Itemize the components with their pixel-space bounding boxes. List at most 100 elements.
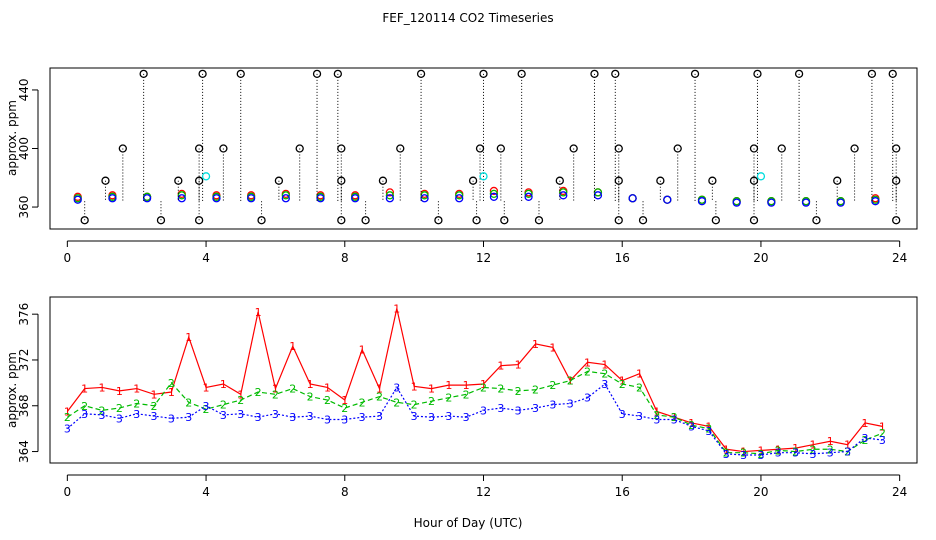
data-point-flagged-400 xyxy=(892,144,901,153)
data-point-blue xyxy=(420,194,429,203)
bottom-y-tick-label: 364 xyxy=(17,440,31,463)
data-point-flagged-low xyxy=(500,216,509,225)
data-point-flagged-high xyxy=(794,69,804,79)
series-marker-3: 3 xyxy=(99,409,106,422)
data-point-blue xyxy=(108,194,117,203)
data-point-blue xyxy=(73,195,82,204)
data-point-flagged-high xyxy=(139,69,148,79)
data-point-flagged-high xyxy=(753,69,762,79)
data-point-flagged-high xyxy=(517,69,526,79)
data-point-flagged-high xyxy=(611,69,620,79)
series-marker-1: 1 xyxy=(168,386,175,399)
series-marker-3: 3 xyxy=(393,381,400,394)
data-point-flagged-high xyxy=(416,69,426,79)
series-marker-1: 1 xyxy=(64,405,71,418)
series-marker-2: 2 xyxy=(619,378,626,391)
data-point-flagged-400 xyxy=(219,144,228,153)
series-marker-2: 2 xyxy=(567,375,574,388)
data-point-green xyxy=(559,188,568,197)
series-marker-2: 2 xyxy=(740,447,747,460)
series-marker-3: 3 xyxy=(549,399,556,412)
data-point-flagged-low xyxy=(434,216,443,225)
series-marker-3: 3 xyxy=(445,410,452,423)
top-data-marks xyxy=(73,69,901,225)
series-marker-3: 3 xyxy=(185,411,192,424)
series-marker-2: 2 xyxy=(775,444,782,457)
x-axis-label: Hour of Day (UTC) xyxy=(414,516,523,530)
data-point-green xyxy=(420,191,429,200)
data-point-blue xyxy=(593,191,603,200)
series-marker-3: 3 xyxy=(237,408,244,421)
data-point-flagged-high xyxy=(198,69,207,79)
series-marker-2: 2 xyxy=(705,423,712,436)
series-marker-2: 2 xyxy=(168,377,175,390)
data-point-blue xyxy=(489,192,499,201)
series-marker-1: 1 xyxy=(133,383,140,396)
bottom-x-tick-label: 8 xyxy=(341,485,349,499)
data-point-green xyxy=(177,191,186,200)
series-marker-2: 2 xyxy=(861,434,868,447)
series-marker-1: 1 xyxy=(705,420,712,433)
data-point-flagged-378 xyxy=(656,176,665,185)
data-point-flagged-400 xyxy=(569,144,578,153)
series-marker-1: 1 xyxy=(376,383,383,396)
series-marker-2: 2 xyxy=(359,396,366,409)
bottom-y-tick-label: 376 xyxy=(17,303,31,326)
series-marker-3: 3 xyxy=(809,448,816,461)
series-marker-1: 1 xyxy=(99,381,106,394)
series-marker-2: 2 xyxy=(307,391,314,404)
data-point-flagged-400 xyxy=(496,144,505,153)
bottom-x-tick-label: 4 xyxy=(202,485,210,499)
data-point-blue xyxy=(351,194,360,203)
data-point-flagged-400 xyxy=(396,144,405,153)
series-marker-2: 2 xyxy=(601,368,608,381)
series-marker-1: 1 xyxy=(619,375,626,388)
data-point-blue xyxy=(663,195,672,204)
series-marker-2: 2 xyxy=(463,388,470,401)
series-marker-1: 1 xyxy=(359,344,366,357)
series-marker-2: 2 xyxy=(411,399,418,412)
series-marker-1: 1 xyxy=(809,439,816,452)
series-marker-1: 1 xyxy=(237,388,244,401)
data-point-flagged-378 xyxy=(708,176,717,185)
data-point-blue xyxy=(142,194,152,203)
data-point-flagged-low xyxy=(749,216,759,225)
series-marker-3: 3 xyxy=(116,412,123,425)
bottom-plot-frame xyxy=(49,296,918,464)
series-marker-2: 2 xyxy=(653,409,660,422)
series-marker-2: 2 xyxy=(99,404,106,417)
series-marker-1: 1 xyxy=(445,379,452,392)
data-point-flagged-low xyxy=(638,216,648,225)
data-point-flagged-378 xyxy=(378,176,388,185)
series-marker-2: 2 xyxy=(272,388,279,401)
series-marker-1: 1 xyxy=(584,356,591,369)
data-point-flagged-378 xyxy=(468,176,478,185)
data-point-blue xyxy=(767,198,776,207)
series-marker-3: 3 xyxy=(879,434,886,447)
series-marker-2: 2 xyxy=(324,394,331,407)
series-marker-3: 3 xyxy=(827,447,834,460)
data-point-flagged-400 xyxy=(777,144,786,153)
series-marker-3: 3 xyxy=(688,420,695,433)
series-marker-2: 2 xyxy=(151,400,158,413)
series-marker-2: 2 xyxy=(879,427,886,440)
data-point-flagged-378 xyxy=(555,176,564,185)
bottom-x-tick-label: 12 xyxy=(476,485,491,499)
data-point-blue xyxy=(246,194,256,203)
series-marker-3: 3 xyxy=(168,412,175,425)
bottom-x-tick-label: 20 xyxy=(753,485,768,499)
top-plot-frame xyxy=(49,67,918,230)
series-marker-1: 1 xyxy=(515,359,522,372)
data-point-blue xyxy=(455,194,464,203)
series-marker-1: 1 xyxy=(601,359,608,372)
data-point-flagged-400 xyxy=(475,144,485,153)
data-point-flagged-378 xyxy=(174,176,183,185)
series-marker-1: 1 xyxy=(289,340,296,353)
bottom-y-tick-label: 372 xyxy=(17,349,31,372)
data-point-flagged-high xyxy=(236,69,245,79)
series-marker-1: 1 xyxy=(636,368,643,381)
data-point-flagged-high xyxy=(333,69,342,79)
top-x-tick-label: 20 xyxy=(753,251,768,265)
data-point-flagged-low xyxy=(337,216,346,225)
series-marker-1: 1 xyxy=(307,378,314,391)
